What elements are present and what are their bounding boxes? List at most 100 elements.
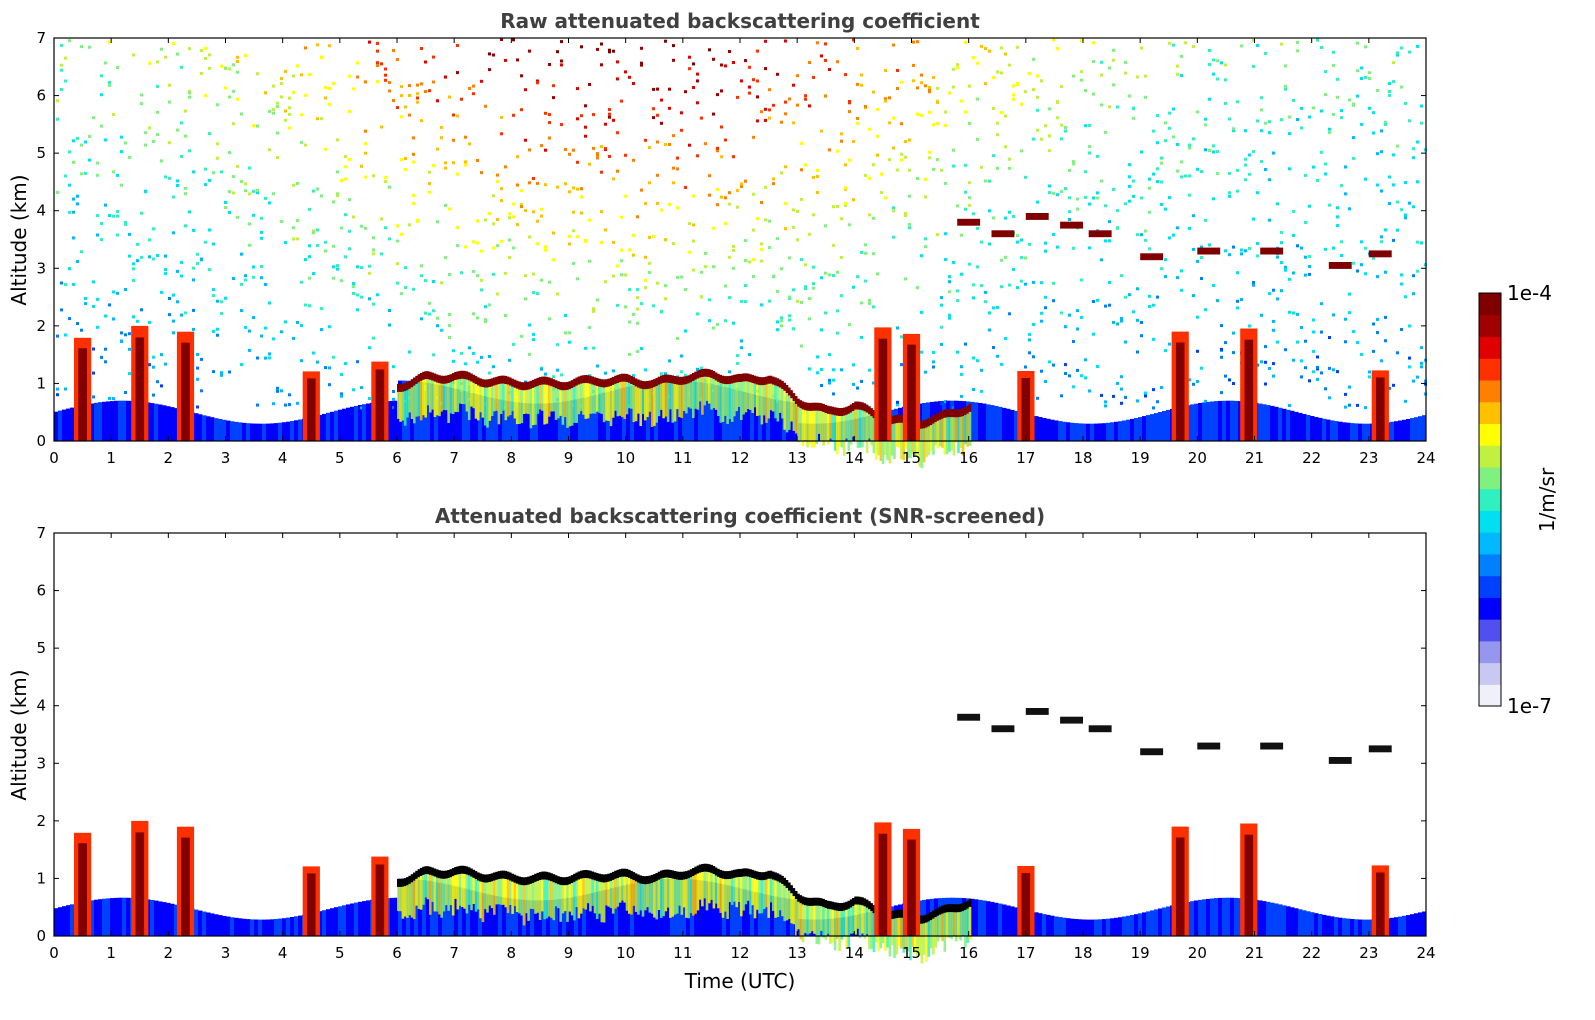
noise-speckle xyxy=(1112,394,1115,398)
cloud-virga-mark xyxy=(909,426,912,458)
noise-speckle xyxy=(208,53,211,57)
x-tick-label: 20 xyxy=(1188,944,1207,962)
cloud-layer-mark xyxy=(936,907,940,916)
boundary-layer-mark xyxy=(518,899,523,936)
noise-speckle xyxy=(656,173,659,177)
noise-speckle xyxy=(240,180,243,184)
noise-speckle xyxy=(1288,310,1291,314)
noise-speckle xyxy=(1232,382,1235,385)
noise-speckle xyxy=(172,331,175,335)
noise-speckle xyxy=(492,365,495,369)
colorbar-swatch xyxy=(1479,684,1501,707)
noise-speckle xyxy=(588,162,591,166)
noise-speckle xyxy=(728,296,731,300)
noise-speckle xyxy=(1228,117,1231,121)
noise-speckle xyxy=(1192,45,1195,48)
noise-speckle xyxy=(548,121,551,125)
noise-speckle xyxy=(820,384,823,387)
noise-speckle xyxy=(696,154,699,158)
elevated-layer-mark xyxy=(1025,708,1049,715)
noise-speckle xyxy=(228,151,231,155)
noise-speckle xyxy=(1092,41,1095,45)
noise-speckle xyxy=(1016,45,1019,49)
noise-speckle xyxy=(432,80,435,84)
noise-speckle xyxy=(680,370,683,374)
noise-speckle xyxy=(968,121,971,125)
boundary-layer-mark xyxy=(342,905,347,936)
cloud-layer-mark xyxy=(724,376,727,385)
noise-speckle xyxy=(1060,311,1063,315)
cloud-virga-mark xyxy=(801,409,805,446)
noise-speckle xyxy=(844,73,847,77)
cloud-layer-mark xyxy=(854,896,857,905)
cloud-layer-mark xyxy=(941,410,944,419)
boundary-layer-mark xyxy=(214,418,219,441)
noise-speckle xyxy=(324,86,327,89)
noise-speckle xyxy=(656,113,659,117)
cloud-layer-mark xyxy=(861,897,864,906)
cloud-layer-mark xyxy=(929,912,933,921)
cloud-virga-mark xyxy=(854,904,857,935)
noise-speckle xyxy=(1032,137,1035,141)
noise-speckle xyxy=(780,324,783,328)
noise-speckle xyxy=(1000,71,1003,75)
noise-speckle xyxy=(592,309,595,313)
noise-speckle xyxy=(136,242,139,246)
noise-speckle xyxy=(600,145,603,149)
noise-speckle xyxy=(224,201,227,204)
noise-speckle xyxy=(1132,194,1135,198)
elevated-layer-mark xyxy=(957,713,981,721)
noise-speckle xyxy=(256,403,259,407)
noise-speckle xyxy=(1128,184,1131,188)
noise-speckle xyxy=(1296,340,1299,344)
noise-speckle xyxy=(944,400,947,404)
noise-speckle xyxy=(680,275,683,279)
noise-speckle xyxy=(788,314,791,318)
noise-speckle xyxy=(1348,207,1351,211)
noise-speckle xyxy=(836,149,839,153)
noise-speckle xyxy=(1396,351,1399,355)
noise-speckle xyxy=(840,368,843,372)
cloud-virga-mark xyxy=(776,881,780,917)
cloud-virga-mark xyxy=(442,878,446,912)
cloud-layer-mark xyxy=(477,377,480,386)
cloud-virga-mark xyxy=(719,878,722,913)
boundary-layer-mark xyxy=(454,886,459,936)
noise-speckle xyxy=(972,296,975,300)
noise-speckle xyxy=(1212,284,1215,287)
cloud-virga-mark xyxy=(833,910,837,951)
noise-speckle xyxy=(1276,297,1279,301)
cloud-layer-mark xyxy=(712,371,716,380)
cloud-layer-mark xyxy=(717,868,720,877)
cloud-layer-mark xyxy=(815,897,819,906)
noise-speckle xyxy=(596,156,599,160)
cloud-layer-mark xyxy=(705,863,709,872)
noise-speckle xyxy=(644,368,647,372)
noise-speckle xyxy=(368,271,371,275)
noise-speckle xyxy=(476,219,479,223)
cloud-virga-mark xyxy=(785,888,789,921)
cloud-layer-mark xyxy=(756,871,759,880)
cloud-virga-mark xyxy=(856,904,860,929)
noise-speckle xyxy=(844,202,847,205)
boundary-layer-mark xyxy=(258,423,263,441)
noise-speckle xyxy=(340,394,343,398)
cloud-virga-mark xyxy=(845,909,848,949)
noise-speckle xyxy=(428,301,431,305)
noise-speckle xyxy=(1064,363,1067,367)
noise-speckle xyxy=(892,146,895,150)
cloud-virga-mark xyxy=(703,376,706,406)
noise-speckle xyxy=(1240,252,1243,256)
cloud-layer-mark xyxy=(632,872,636,881)
boundary-layer-mark xyxy=(770,895,775,936)
noise-speckle xyxy=(1280,118,1283,122)
cloud-layer-mark xyxy=(406,382,409,391)
noise-speckle xyxy=(824,271,827,275)
noise-speckle xyxy=(1036,74,1039,78)
noise-speckle xyxy=(96,214,99,218)
noise-speckle xyxy=(1272,151,1275,155)
cloud-virga-mark xyxy=(964,415,967,445)
noise-speckle xyxy=(216,327,219,331)
cloud-virga-mark xyxy=(614,878,617,909)
cloud-virga-mark xyxy=(726,384,729,424)
